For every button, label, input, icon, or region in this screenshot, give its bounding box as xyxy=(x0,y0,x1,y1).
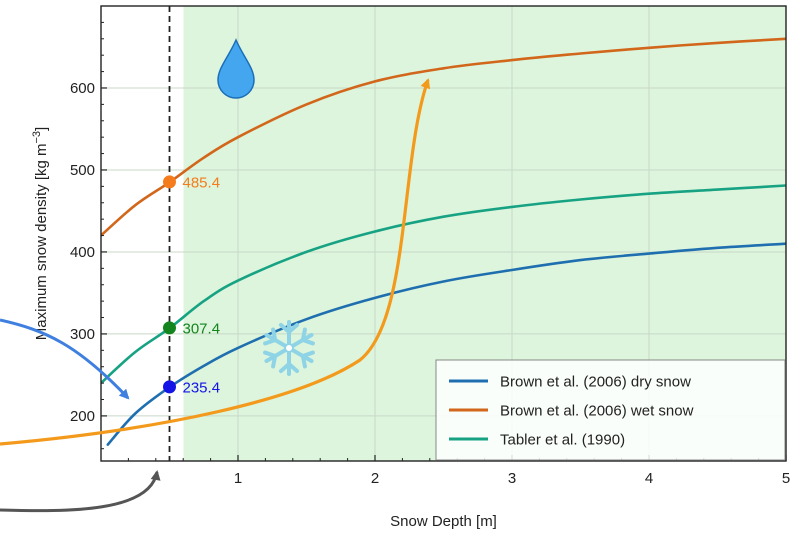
water-drop-icon xyxy=(217,38,255,99)
y-axis-label: Maximum snow density [kg m−3] xyxy=(31,127,50,340)
point-marker-3 xyxy=(163,380,176,394)
orange-arrow xyxy=(0,78,431,446)
point-label-2: 307.4 xyxy=(183,320,221,337)
point-marker-1 xyxy=(163,175,176,189)
legend-box xyxy=(435,359,786,461)
y-tick-label: 200 xyxy=(70,408,95,425)
x-axis-label: Snow Depth [m] xyxy=(390,513,497,530)
y-tick-label: 600 xyxy=(70,80,95,97)
y-tick-label: 500 xyxy=(70,162,95,179)
point-label-3: 235.4 xyxy=(183,379,221,396)
x-tick-label: 4 xyxy=(645,470,653,487)
point-label-1: 485.4 xyxy=(183,174,221,191)
blue-arrow xyxy=(0,318,130,400)
legend-label-3: Tabler et al. (1990) xyxy=(500,432,625,449)
x-tick-label: 1 xyxy=(234,470,242,487)
legend-label-2: Brown et al. (2006) wet snow xyxy=(500,403,694,420)
x-tick-label: 2 xyxy=(371,470,379,487)
x-tick-label: 3 xyxy=(508,470,516,487)
legend-label-1: Brown et al. (2006) dry snow xyxy=(500,374,691,391)
x-tick-label: 5 xyxy=(782,470,790,487)
snowflake-center xyxy=(284,343,294,353)
gray-arrow xyxy=(0,470,161,513)
y-tick-label: 400 xyxy=(70,244,95,261)
y-tick-label: 300 xyxy=(70,326,95,343)
point-marker-2 xyxy=(163,321,176,335)
plot-frame xyxy=(100,5,787,462)
